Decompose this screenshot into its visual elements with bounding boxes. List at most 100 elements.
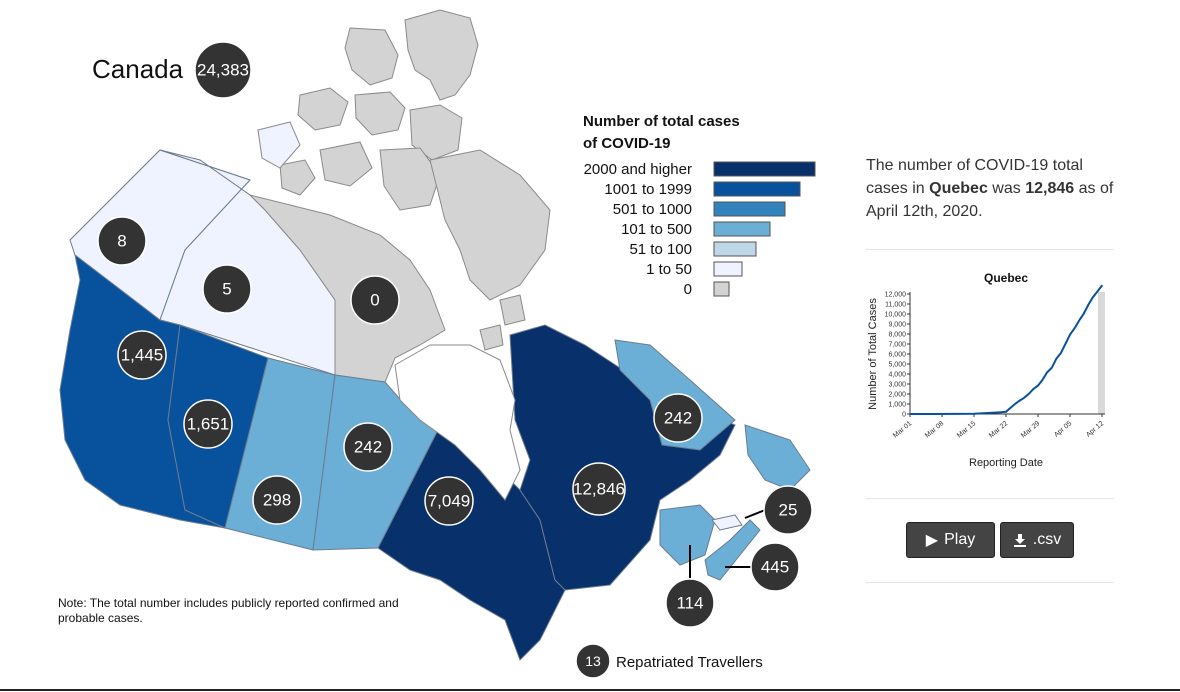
- data-point-3: [973, 412, 975, 415]
- bubble-pei: [763, 485, 813, 535]
- bubble-manitoba-text: 242: [354, 438, 382, 457]
- note-line2: probable cases.: [58, 611, 143, 625]
- region-pei: [711, 514, 743, 531]
- bubble-new-brunswick: [665, 578, 715, 628]
- y-tick-label-2: 2,000: [888, 392, 906, 399]
- bubble-alberta-text: 1,651: [187, 415, 230, 434]
- y-tick-label-6: 6,000: [888, 352, 906, 359]
- y-tick-label-9: 9,000: [888, 322, 906, 329]
- bubble-saskatchewan: [252, 475, 302, 525]
- bubble-new-brunswick-text: 114: [676, 594, 703, 613]
- data-point-2: [954, 413, 957, 415]
- bubble-alberta: [183, 399, 233, 449]
- bubble-yukon: [97, 216, 147, 266]
- bubble-quebec-text: 12,846: [573, 480, 625, 499]
- page-bottom-border: [0, 689, 1180, 691]
- legend-label-5: 1 to 50: [646, 261, 692, 278]
- bubble-nwt: [202, 264, 252, 314]
- data-point-4: [982, 412, 984, 415]
- legend-label-1: 1001 to 1999: [604, 181, 692, 198]
- data-point-5: [991, 411, 994, 414]
- legend-swatch-3: [713, 221, 771, 237]
- bubble-newfoundland: [653, 393, 703, 443]
- bubble-nova-scotia: [750, 542, 800, 592]
- play-button[interactable]: ▶ Play: [906, 522, 995, 558]
- data-point-13: [1032, 388, 1035, 390]
- play-icon: ▶: [925, 532, 939, 549]
- data-point-16: [1046, 371, 1048, 374]
- bubble-quebec: [572, 462, 626, 516]
- summary-suffix: as of April 12th, 2020.: [866, 180, 1114, 220]
- region-nunavut: [248, 194, 446, 383]
- y-tick-label-10: 10,000: [885, 312, 907, 319]
- data-point-17: [1050, 367, 1053, 369]
- data-point-26: [1092, 296, 1094, 299]
- bubble-ontario-text: 7,049: [428, 492, 471, 511]
- x-tick-label-5: Apr 05: [1053, 420, 1073, 439]
- data-point-14: [1037, 384, 1039, 387]
- data-point-12: [1028, 392, 1030, 395]
- canada-total-text: 24,383: [197, 61, 249, 80]
- data-point-19: [1060, 352, 1062, 354]
- summary-province: Quebec: [929, 180, 988, 197]
- repatriated-bubble: [575, 643, 611, 679]
- legend-swatch-5: [713, 261, 743, 277]
- bubble-nova-scotia-text: 445: [761, 558, 789, 577]
- chart-y-axis-label: Number of Total Cases: [867, 298, 879, 410]
- x-tick-label-1: Mar 08: [924, 420, 945, 439]
- legend-swatch-2: [713, 201, 786, 217]
- chart-x-axis-label: Reporting Date: [969, 457, 1043, 469]
- data-point-28: [1101, 284, 1103, 287]
- y-tick-label-12: 12,000: [885, 292, 907, 299]
- legend: Number of total cases of COVID-19 2000 a…: [583, 113, 816, 298]
- legend-label-6: 0: [684, 281, 692, 298]
- x-tick-label-3: Mar 22: [988, 420, 1009, 439]
- bubble-manitoba: [343, 422, 393, 472]
- bubble-newfoundland-text: 242: [664, 409, 692, 428]
- summary-text: The number of COVID-19 total cases in Qu…: [866, 154, 1116, 223]
- data-point-11: [1023, 396, 1026, 399]
- legend-label-4: 51 to 100: [629, 241, 692, 258]
- summary-prefix: The number of COVID-19 total cases in: [866, 157, 1083, 197]
- bubble-bc-text: 1,445: [121, 346, 164, 365]
- province-trend-chart: Quebec Number of Total Cases Reporting D…: [867, 271, 1105, 469]
- legend-swatch-1: [713, 181, 801, 197]
- summary-panel: The number of COVID-19 total cases in Qu…: [866, 150, 1116, 223]
- y-tick-label-4: 4,000: [888, 372, 906, 379]
- repatriated-count: 13: [585, 653, 601, 669]
- legend-title-line2: of COVID-19: [583, 135, 671, 152]
- canada-title: Canada: [92, 54, 184, 84]
- data-point-22: [1073, 327, 1076, 329]
- repatriated-label: Repatriated Travellers: [616, 654, 763, 671]
- current-date-band: [1098, 292, 1105, 414]
- region-nova-scotia: [704, 519, 761, 581]
- play-label: Play: [944, 531, 976, 548]
- data-point-1: [932, 413, 934, 415]
- download-csv-button[interactable]: .csv: [1000, 522, 1074, 558]
- bubble-ontario: [424, 476, 474, 526]
- bubble-nunavut-text: 0: [370, 291, 379, 310]
- y-tick-label-0: 0: [902, 412, 906, 419]
- csv-label: .csv: [1032, 531, 1062, 548]
- data-point-15: [1041, 378, 1044, 381]
- legend-swatch-0: [713, 161, 816, 177]
- legend-label-0: 2000 and higher: [584, 161, 692, 178]
- bubble-yukon-text: 8: [117, 232, 126, 251]
- data-point-8: [1009, 406, 1012, 409]
- region-new-brunswick: [659, 504, 716, 566]
- y-tick-label-5: 5,000: [888, 362, 906, 369]
- pei-connector: [744, 509, 766, 519]
- y-tick-label-1: 1,000: [888, 402, 906, 409]
- summary-value: 12,846: [1025, 180, 1075, 197]
- data-point-24: [1082, 312, 1085, 315]
- x-tick-label-0: Mar 01: [892, 420, 913, 439]
- arctic-islands: [257, 9, 551, 351]
- data-point-10: [1018, 399, 1021, 402]
- canada-map: Canada 24,383 8: [58, 9, 816, 679]
- bubble-pei-text: 25: [779, 501, 798, 520]
- divider-top: [866, 249, 1114, 250]
- data-point-9: [1014, 403, 1016, 405]
- y-tick-label-8: 8,000: [888, 332, 906, 339]
- data-point-18: [1055, 358, 1058, 360]
- data-point-27: [1096, 290, 1099, 293]
